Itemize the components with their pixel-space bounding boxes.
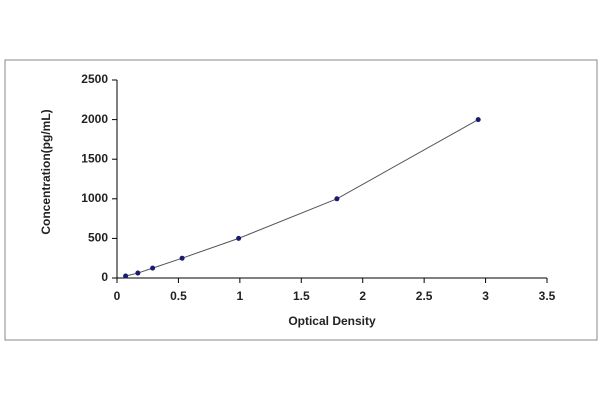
x-tick-label: 3.5 <box>539 289 556 303</box>
y-tick-label: 1500 <box>81 151 108 165</box>
data-point <box>334 196 340 202</box>
data-point <box>123 273 129 279</box>
y-tick-label: 0 <box>101 270 108 284</box>
y-tick-label: 2500 <box>81 72 108 86</box>
x-tick-label: 0 <box>114 289 121 303</box>
chart-frame <box>4 59 598 341</box>
y-tick-label: 1000 <box>81 191 108 205</box>
x-tick-label: 0.5 <box>170 289 187 303</box>
data-point <box>179 255 185 261</box>
x-tick-label: 3 <box>482 289 489 303</box>
y-axis-label: Concentration(pg/mL) <box>39 109 53 234</box>
data-point <box>236 235 242 241</box>
x-tick-label: 2.5 <box>416 289 433 303</box>
x-axis-label: Optical Density <box>288 314 376 328</box>
y-tick-label: 500 <box>88 231 108 245</box>
data-point <box>475 117 481 123</box>
data-point <box>150 265 156 271</box>
data-point <box>135 270 141 276</box>
x-tick-label: 1.5 <box>293 289 310 303</box>
x-tick-label: 2 <box>359 289 366 303</box>
y-tick-label: 2000 <box>81 112 108 126</box>
x-tick-label: 1 <box>237 289 244 303</box>
